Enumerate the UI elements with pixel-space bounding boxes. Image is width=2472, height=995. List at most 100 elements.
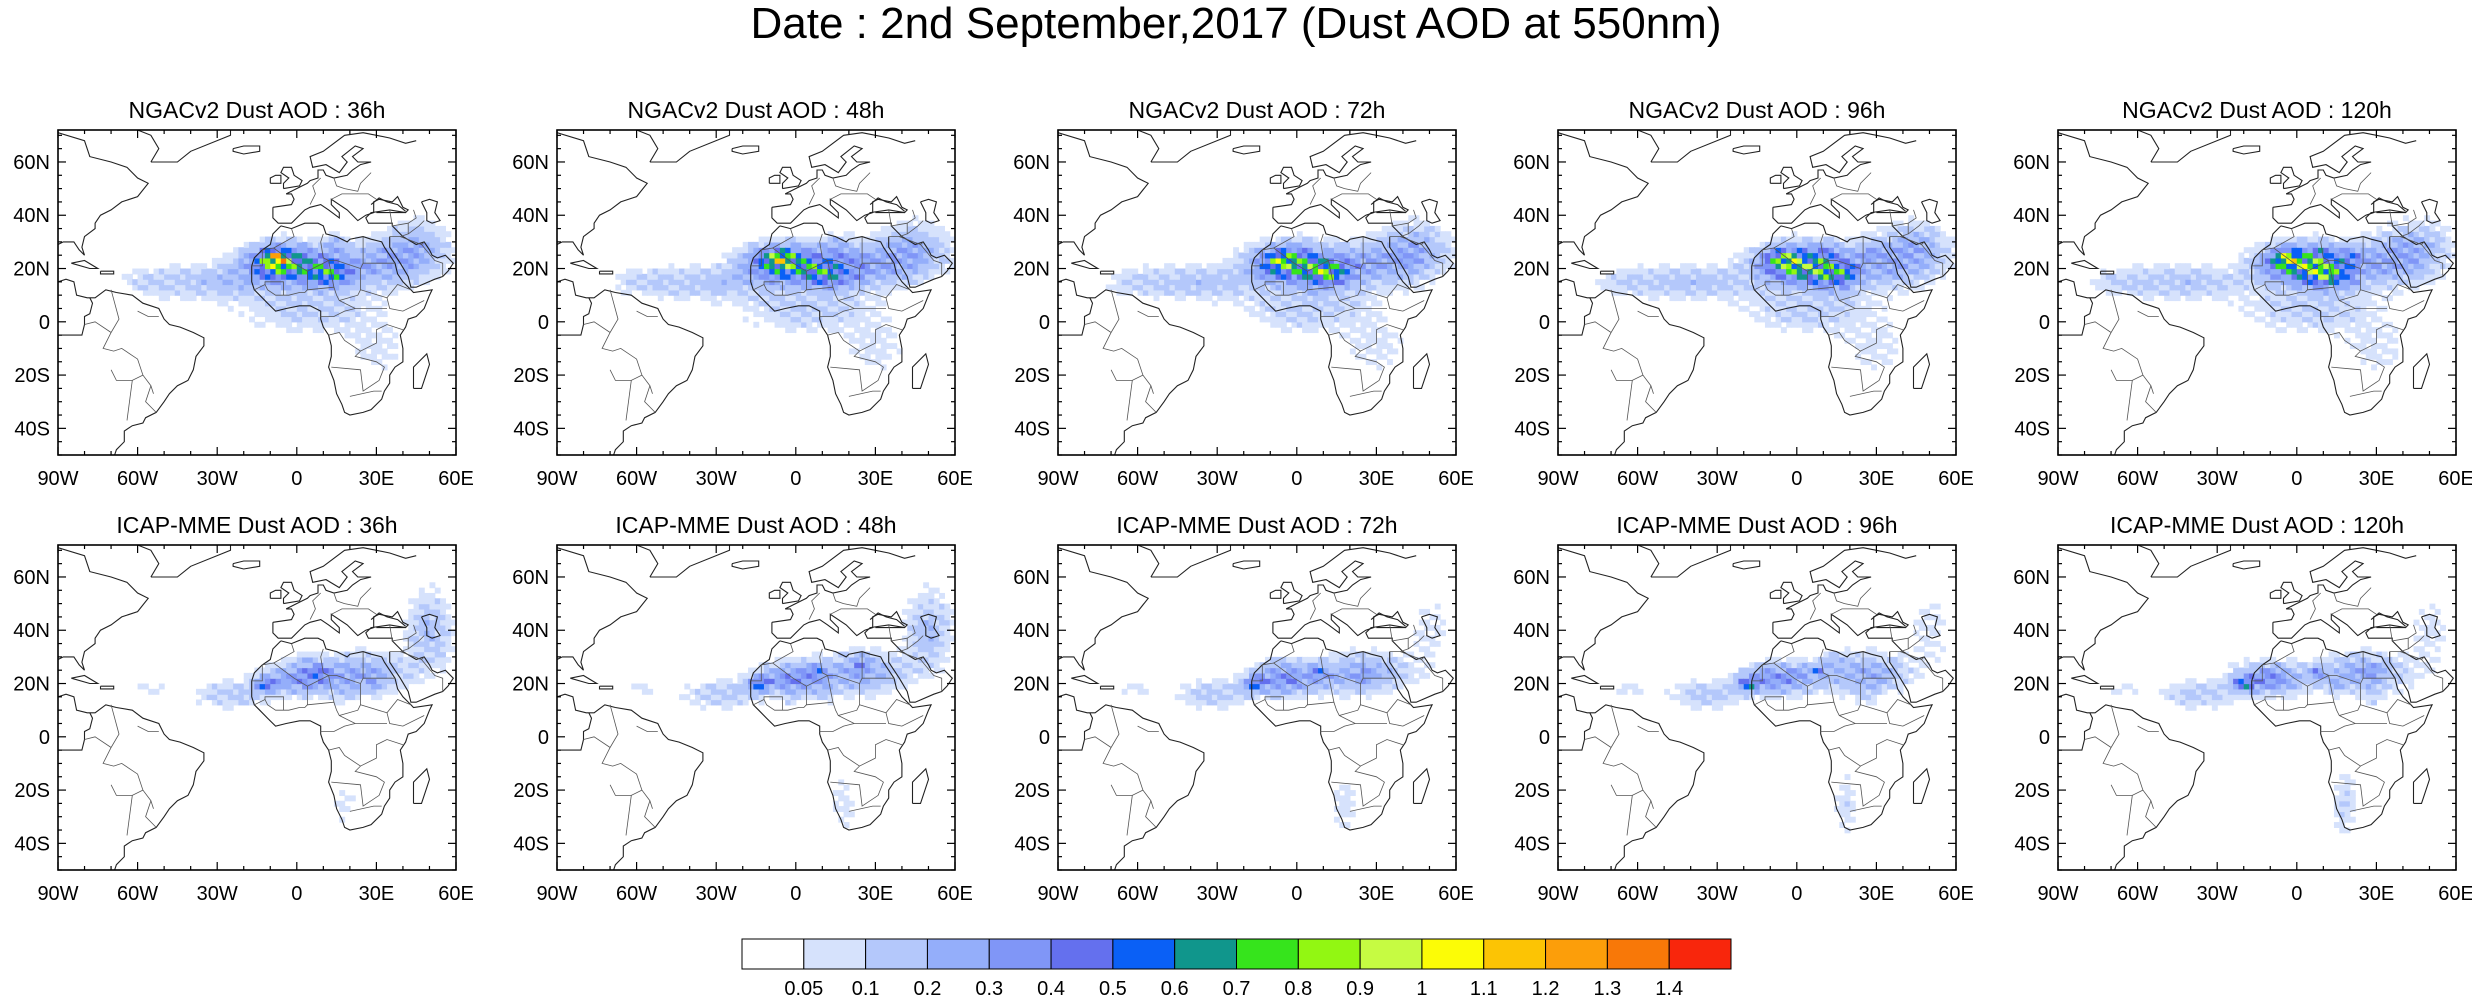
- aod-cell: [753, 273, 760, 280]
- aod-cell: [2296, 273, 2303, 280]
- aod-cell: [2312, 279, 2319, 286]
- aod-cell: [270, 289, 277, 296]
- aod-cell: [1291, 241, 1298, 248]
- aod-cell: [2360, 268, 2367, 275]
- aod-cell: [1918, 231, 1925, 238]
- aod-cell: [2349, 257, 2356, 264]
- aod-cell: [1233, 263, 1240, 270]
- aod-cell: [349, 247, 356, 254]
- country-border: [1421, 244, 1444, 277]
- aod-cell: [328, 321, 335, 328]
- aod-cell: [1940, 247, 1946, 254]
- aod-cell: [1945, 257, 1952, 264]
- aod-cell: [1302, 311, 1309, 318]
- aod-cell: [1664, 273, 1671, 280]
- aod-cell: [1844, 300, 1851, 307]
- country-border: [2273, 228, 2295, 249]
- aod-cell: [1823, 273, 1830, 280]
- country-border: [1386, 297, 1425, 312]
- aod-cell: [2270, 284, 2277, 291]
- aod-cell: [2142, 268, 2149, 275]
- aod-cell: [758, 241, 765, 248]
- aod-cell: [1259, 300, 1266, 307]
- aod-cell: [1844, 252, 1851, 259]
- aod-cell: [1924, 252, 1931, 259]
- aod-cell: [2323, 316, 2330, 323]
- aod-cell: [275, 662, 282, 669]
- aod-cell: [2211, 295, 2218, 302]
- aod-cell: [1296, 236, 1303, 243]
- aod-cell: [843, 231, 850, 238]
- aod-cell: [1743, 252, 1750, 259]
- aod-cell: [344, 311, 351, 318]
- aod-cell: [1126, 279, 1133, 286]
- aod-cell: [2132, 263, 2139, 270]
- lon-tick-label: 60E: [1438, 468, 1474, 490]
- country-border: [838, 300, 886, 309]
- lon-tick-label: 30E: [2359, 468, 2395, 490]
- aod-cell: [190, 289, 197, 296]
- aod-cell: [333, 311, 340, 318]
- aod-cell: [1344, 332, 1351, 339]
- aod-cell: [286, 678, 293, 685]
- aod-cell: [1164, 273, 1171, 280]
- aod-cell: [1344, 284, 1351, 291]
- aod-cell: [355, 646, 362, 653]
- coastline: [1365, 209, 1455, 288]
- aod-cell: [864, 332, 871, 339]
- aod-cell: [1658, 289, 1665, 296]
- aod-cell: [2339, 273, 2346, 280]
- country-border: [1637, 310, 1659, 317]
- aod-cell: [838, 247, 845, 254]
- aod-cell: [2339, 316, 2346, 323]
- aod-cell: [1918, 252, 1925, 259]
- aod-cell: [1270, 284, 1277, 291]
- lat-tick-label: 40S: [2014, 418, 2050, 440]
- aod-cell: [339, 311, 346, 318]
- aod-cell: [1387, 289, 1393, 296]
- aod-cell: [2371, 268, 2377, 275]
- coastline: [1232, 145, 1261, 155]
- aod-cell: [365, 289, 372, 296]
- aod-cell: [1259, 241, 1266, 248]
- aod-cell: [360, 321, 367, 328]
- aod-cell: [376, 662, 383, 669]
- aod-cell: [1743, 295, 1750, 302]
- aod-cell: [1701, 284, 1708, 291]
- aod-cell: [270, 257, 277, 264]
- aod-cell: [2158, 273, 2165, 280]
- coastline: [1921, 198, 1941, 224]
- country-border: [2339, 300, 2387, 309]
- aod-cell: [1381, 327, 1388, 334]
- aod-cell: [164, 268, 171, 275]
- aod-cell: [1286, 247, 1293, 254]
- aod-cell: [2195, 273, 2202, 280]
- aod-cell: [1387, 343, 1393, 350]
- aod-cell: [1929, 263, 1936, 270]
- aod-cell: [2254, 279, 2261, 286]
- aod-cell: [296, 327, 303, 334]
- aod-cell: [355, 273, 362, 280]
- aod-cell: [1302, 279, 1309, 286]
- aod-cell: [302, 688, 309, 695]
- aod-cell: [371, 683, 377, 690]
- aod-cell: [1286, 305, 1293, 312]
- aod-cell: [2307, 268, 2314, 275]
- aod-cell: [923, 247, 930, 254]
- aod-field: [2089, 215, 2456, 371]
- aod-cell: [1339, 279, 1346, 286]
- aod-cell: [1839, 252, 1846, 259]
- aod-cell: [1738, 268, 1745, 275]
- aod-cell: [296, 268, 303, 275]
- aod-cell: [424, 225, 431, 232]
- aod-cell: [769, 241, 776, 248]
- aod-cell: [631, 273, 638, 280]
- aod-cell: [2291, 247, 2298, 254]
- aod-cell: [737, 300, 744, 307]
- aod-cell: [434, 640, 441, 647]
- aod-cell: [625, 279, 632, 286]
- aod-cell: [1376, 241, 1383, 248]
- aod-cell: [742, 252, 749, 259]
- aod-cell: [2126, 279, 2133, 286]
- aod-cell: [1296, 295, 1303, 302]
